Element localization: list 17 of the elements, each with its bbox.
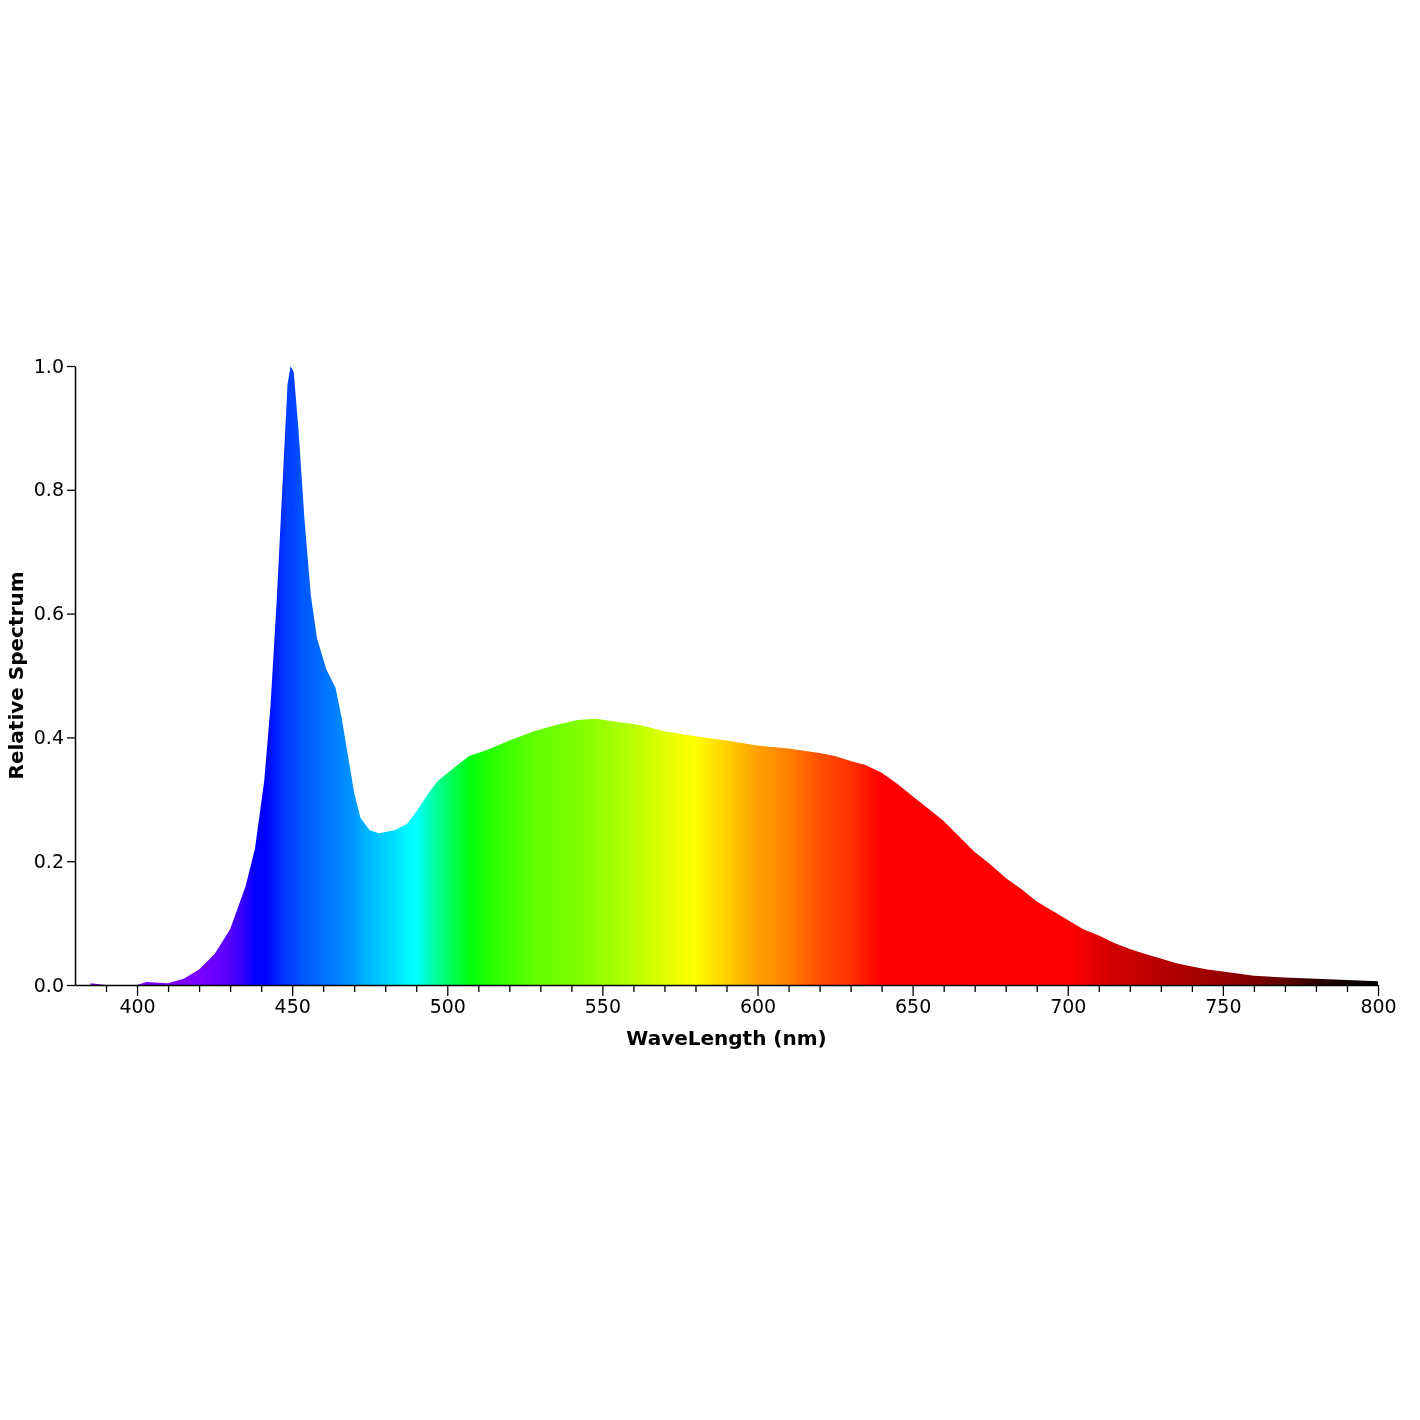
x-tick-label: 500 xyxy=(429,995,466,1018)
x-tick-label: 600 xyxy=(739,995,777,1018)
x-tick-label: 700 xyxy=(1050,995,1087,1018)
y-tick-label: 0.4 xyxy=(33,725,64,748)
x-tick-label: 550 xyxy=(584,995,622,1018)
y-axis-title: Relative Spectrum xyxy=(4,571,28,780)
x-tick-label: 450 xyxy=(274,995,311,1018)
y-tick-label: 1.0 xyxy=(33,354,64,377)
y-tick-label: 0.6 xyxy=(33,602,64,625)
x-tick-label: 750 xyxy=(1205,995,1242,1018)
x-tick-label: 800 xyxy=(1360,995,1397,1018)
y-tick-label: 0.0 xyxy=(33,973,64,996)
x-axis-title: WaveLength (nm) xyxy=(626,1026,827,1050)
y-tick-label: 0.2 xyxy=(33,849,64,872)
x-tick-label: 400 xyxy=(119,995,156,1018)
y-tick-label: 0.8 xyxy=(33,478,64,501)
x-tick-label: 650 xyxy=(895,995,932,1018)
